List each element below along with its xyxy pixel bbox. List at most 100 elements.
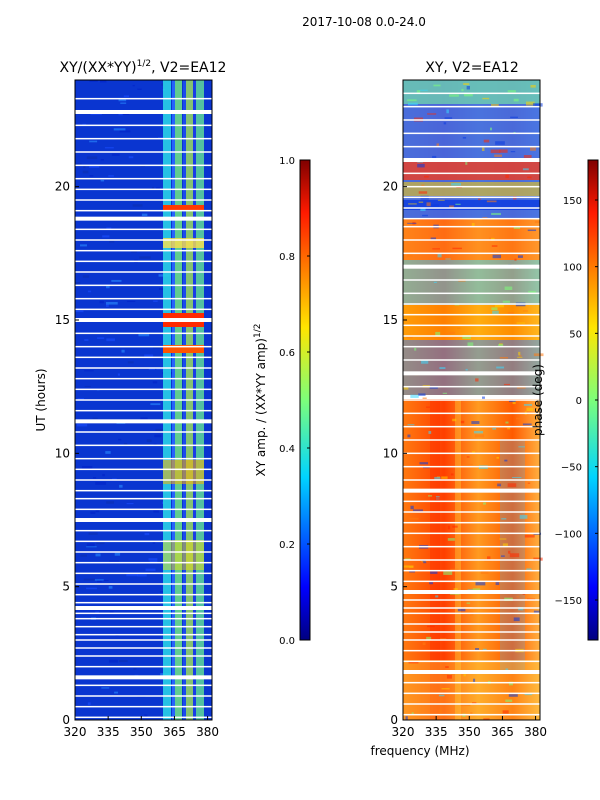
- flagged-row: [75, 377, 212, 380]
- amplitude-y-axis: 0 5 10 15 20: [55, 180, 79, 727]
- flagged-row: [403, 292, 540, 295]
- flagged-row: [75, 209, 212, 212]
- flagged-row: [75, 529, 212, 532]
- y-tick-label: 20: [55, 180, 70, 194]
- flagged-row: [75, 489, 212, 492]
- flagged-row: [75, 97, 212, 100]
- flagged-row: [403, 92, 540, 95]
- flagged-row: [75, 284, 212, 287]
- flagged-row: [75, 110, 212, 114]
- x-tick-label: 350: [458, 725, 481, 739]
- flagged-row: [75, 572, 212, 575]
- flagged-row: [403, 452, 540, 455]
- flagged-row: [75, 655, 212, 657]
- colorbar-tick-label: 0.0: [279, 636, 295, 647]
- x-tick-label: 335: [97, 725, 120, 739]
- flagged-row: [75, 188, 212, 191]
- flagged-row: [75, 612, 212, 615]
- flagged-row: [75, 468, 212, 471]
- flagged-row: [403, 172, 540, 175]
- colorbar-tick-label: 50: [569, 329, 582, 340]
- amplitude-colorbar-gradient: [299, 159, 311, 641]
- flagged-row: [75, 684, 212, 687]
- flagged-row: [403, 185, 540, 188]
- flagged-row: [403, 599, 540, 601]
- flagged-row: [403, 631, 540, 633]
- flagged-row: [75, 228, 212, 231]
- flagged-row: [75, 308, 212, 311]
- y-tick-label: 0: [62, 713, 70, 727]
- flagged-row: [75, 177, 212, 180]
- flagged-row: [403, 385, 540, 388]
- flagged-row: [75, 633, 212, 636]
- flagged-row: [403, 425, 540, 428]
- amplitude-colorbar: 0.0 0.2 0.4 0.6 0.8 1.0 XY amp. / (XX*YY amp)…: [253, 156, 311, 647]
- flagged-row: [403, 580, 540, 583]
- y-tick-label: 15: [383, 313, 398, 327]
- flagged-row: [403, 670, 540, 674]
- flagged-row: [403, 500, 540, 503]
- flagged-row: [403, 264, 540, 269]
- flagged-row: [403, 303, 540, 305]
- flagged-row: [75, 540, 212, 543]
- flagged-row: [75, 249, 212, 252]
- flagged-row: [403, 324, 540, 327]
- flagged-row: [75, 367, 212, 369]
- flagged-row: [403, 612, 540, 615]
- y-tick-label: 15: [55, 313, 70, 327]
- flagged-row: [75, 399, 212, 401]
- flagged-row: [403, 158, 540, 162]
- flagged-row: [403, 313, 540, 316]
- flagged-row: [403, 145, 540, 148]
- colorbar-tick-label: −50: [561, 463, 582, 474]
- flagged-row: [403, 399, 540, 401]
- flagged-row: [75, 419, 212, 424]
- flagged-row: [403, 692, 540, 695]
- flagged-row: [403, 225, 540, 228]
- flagged-row: [403, 279, 540, 281]
- flagged-row: [75, 431, 212, 433]
- amplitude-colorbar-label: XY amp. / (XX*YY amp)1/2: [253, 324, 268, 477]
- y-tick-label: 5: [390, 580, 398, 594]
- flagged-row: [403, 345, 540, 348]
- colorbar-tick-label: 0: [576, 396, 582, 407]
- flagged-row: [75, 124, 212, 127]
- flagged-row: [75, 199, 212, 201]
- flagged-row: [75, 297, 212, 300]
- flagged-row: [403, 511, 540, 513]
- colorbar-tick-label: 0.4: [279, 444, 295, 455]
- flagged-row: [75, 601, 212, 604]
- flagged-row: [403, 132, 540, 135]
- flagged-row: [75, 409, 212, 412]
- flagged-row: [75, 518, 212, 522]
- colorbar-tick-label: 0.6: [279, 348, 295, 359]
- flagged-row: [75, 164, 212, 167]
- flagged-row: [75, 716, 212, 719]
- phase-colorbar-ticks: −150 −100 −50 0 50 100 150: [555, 196, 598, 607]
- amplitude-axes-frame: [74, 79, 213, 721]
- flagged-row: [75, 260, 212, 263]
- flagged-row: [75, 583, 212, 585]
- flagged-row: [403, 439, 540, 441]
- flagged-row: [403, 713, 540, 716]
- phase-panel-title: XY, V2=EA12: [425, 60, 519, 76]
- flagged-row: [75, 593, 212, 596]
- flagged-row: [75, 216, 212, 221]
- amplitude-panel: XY/(XX*YY)1/2, V2=EA12 320 335 350 365 380 0…: [34, 59, 226, 739]
- phase-x-label: frequency (MHz): [370, 744, 469, 758]
- amplitude-colorbar-ticks: 0.0 0.2 0.4 0.6 0.8 1.0: [279, 156, 310, 647]
- flagged-row: [75, 606, 212, 610]
- x-tick-label: 320: [392, 725, 415, 739]
- flagged-row: [403, 569, 540, 572]
- flagged-row: [403, 371, 540, 376]
- flagged-row: [403, 196, 540, 199]
- y-tick-label: 0: [390, 713, 398, 727]
- flagged-row: [403, 465, 540, 468]
- flagged-row: [403, 488, 540, 493]
- colorbar-tick-label: 0.8: [279, 252, 295, 263]
- flagged-row: [403, 252, 540, 255]
- phase-y-axis: 0 5 10 15 20: [383, 180, 407, 727]
- flagged-row: [75, 695, 212, 697]
